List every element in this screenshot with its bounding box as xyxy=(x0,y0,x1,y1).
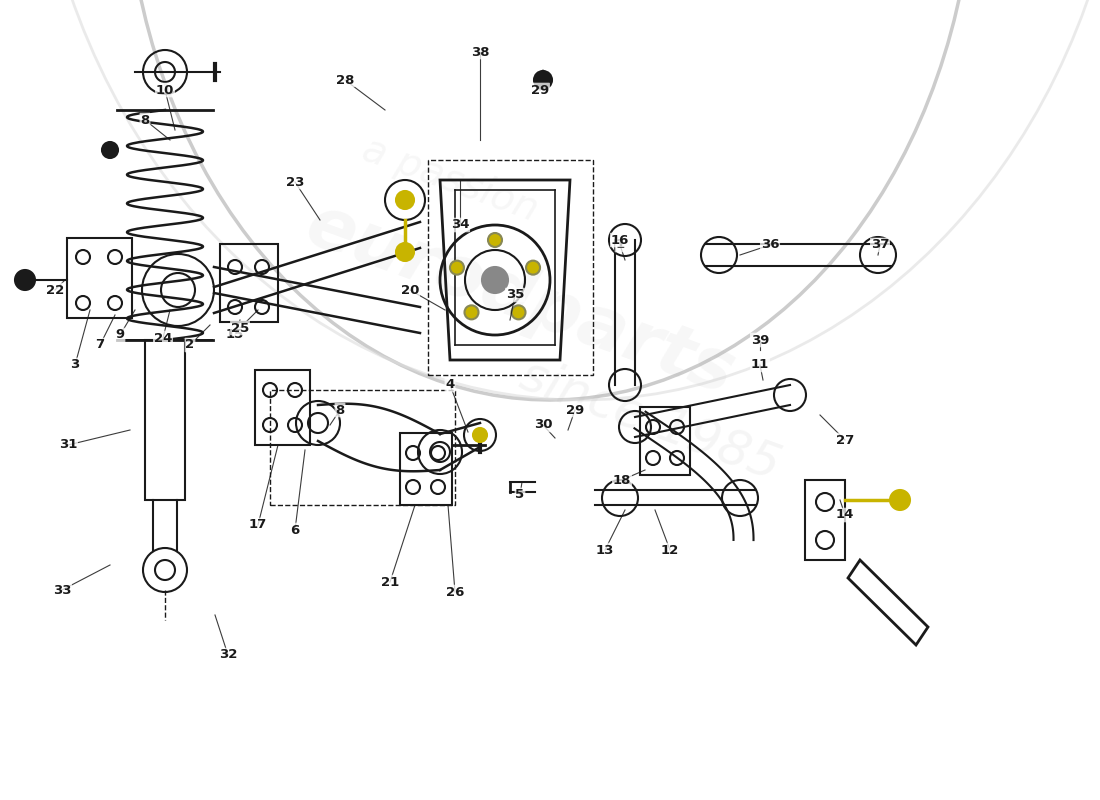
Circle shape xyxy=(890,490,910,510)
Text: 25: 25 xyxy=(231,322,249,334)
Text: 7: 7 xyxy=(96,338,104,351)
Circle shape xyxy=(512,306,526,319)
Text: 13: 13 xyxy=(596,543,614,557)
Text: 32: 32 xyxy=(219,649,238,662)
Text: 27: 27 xyxy=(836,434,854,446)
Text: 28: 28 xyxy=(336,74,354,86)
Text: 18: 18 xyxy=(613,474,631,486)
Circle shape xyxy=(396,191,414,209)
Circle shape xyxy=(15,270,35,290)
Text: 35: 35 xyxy=(506,289,525,302)
Text: 11: 11 xyxy=(751,358,769,371)
Circle shape xyxy=(534,71,552,89)
Text: since 1985: since 1985 xyxy=(514,350,786,490)
Circle shape xyxy=(526,261,540,274)
Text: 10: 10 xyxy=(156,83,174,97)
Text: 30: 30 xyxy=(534,418,552,431)
Text: 2: 2 xyxy=(186,338,195,351)
Text: 15: 15 xyxy=(226,329,244,342)
Text: 36: 36 xyxy=(761,238,779,251)
Text: 22: 22 xyxy=(46,283,64,297)
Text: 9: 9 xyxy=(116,329,124,342)
Bar xyxy=(220,244,278,322)
Text: 20: 20 xyxy=(400,283,419,297)
Text: 29: 29 xyxy=(565,403,584,417)
Text: a passion: a passion xyxy=(356,130,543,230)
Text: 31: 31 xyxy=(58,438,77,451)
Text: 29: 29 xyxy=(531,83,549,97)
Text: 8: 8 xyxy=(336,403,344,417)
Circle shape xyxy=(450,261,464,274)
Text: eurodparts: eurodparts xyxy=(296,190,744,410)
Text: 5: 5 xyxy=(516,489,525,502)
Circle shape xyxy=(102,142,118,158)
Circle shape xyxy=(396,243,414,261)
Text: 21: 21 xyxy=(381,575,399,589)
Text: 6: 6 xyxy=(290,523,299,537)
Text: 3: 3 xyxy=(70,358,79,371)
Text: 33: 33 xyxy=(53,583,72,597)
Text: 4: 4 xyxy=(446,378,454,391)
Bar xyxy=(270,390,455,505)
Circle shape xyxy=(464,306,478,319)
Text: 38: 38 xyxy=(471,46,490,58)
Text: 12: 12 xyxy=(661,543,679,557)
Text: 39: 39 xyxy=(751,334,769,346)
Text: 37: 37 xyxy=(871,238,889,251)
Text: 8: 8 xyxy=(141,114,150,126)
Circle shape xyxy=(488,233,502,247)
Text: 1: 1 xyxy=(615,238,625,251)
Text: 26: 26 xyxy=(446,586,464,598)
Bar xyxy=(428,160,593,375)
Circle shape xyxy=(473,428,487,442)
Text: 16: 16 xyxy=(610,234,629,246)
Text: 34: 34 xyxy=(451,218,470,231)
Text: 14: 14 xyxy=(836,509,855,522)
Text: 23: 23 xyxy=(286,175,305,189)
Bar xyxy=(67,238,132,318)
Bar xyxy=(145,340,185,500)
Text: 24: 24 xyxy=(154,331,173,345)
Bar xyxy=(640,407,690,475)
Circle shape xyxy=(482,267,508,293)
Text: 17: 17 xyxy=(249,518,267,531)
Bar xyxy=(805,480,845,560)
